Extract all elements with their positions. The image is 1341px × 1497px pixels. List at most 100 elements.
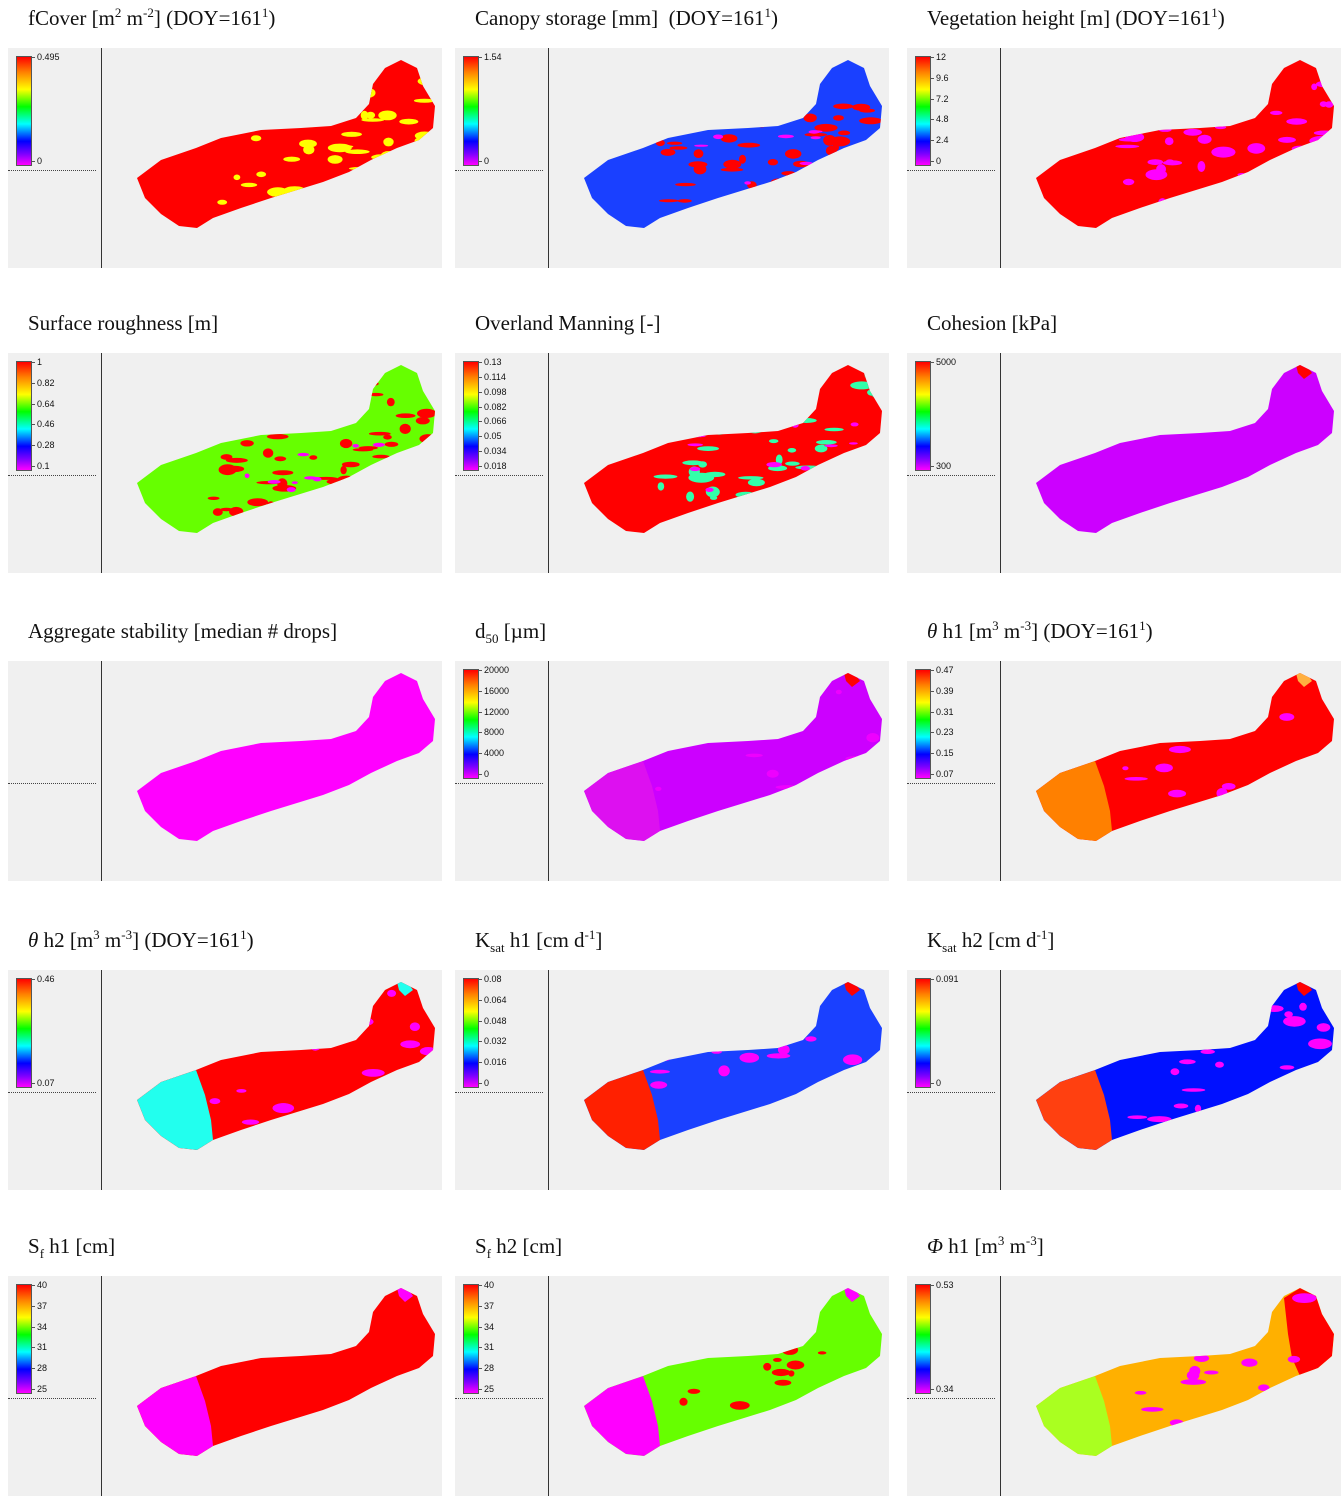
map-patch [650, 1081, 668, 1089]
legend-tick-label: 0.066 [478, 416, 507, 427]
map-patch [1125, 132, 1145, 142]
map-patch [1216, 788, 1228, 799]
map-patch [714, 384, 725, 395]
map-patch [720, 1011, 746, 1017]
map-patch [224, 465, 245, 473]
map-patch [785, 404, 793, 415]
map-patch [1186, 202, 1202, 213]
color-scale-bar [915, 361, 931, 471]
map-patch [833, 103, 854, 110]
map-patch [704, 471, 726, 478]
map-patch [339, 438, 353, 449]
map-patch [1312, 153, 1334, 162]
map-patch [663, 378, 669, 387]
map-patch [850, 381, 874, 390]
map-patch [804, 132, 827, 137]
catchment-area [1036, 1288, 1334, 1456]
map-patch [1202, 203, 1222, 211]
map-patch [373, 1089, 393, 1093]
map-view [8, 661, 442, 881]
west-zone [584, 761, 660, 841]
map-patch [1283, 1016, 1306, 1027]
catchment-map [137, 673, 435, 841]
map-patch [268, 78, 293, 84]
map-patch [230, 115, 247, 123]
legend: 0.495 0 [8, 48, 96, 171]
map-patch [1113, 736, 1130, 747]
legend: 20000 16000 12000 8000 4000 0 [455, 661, 543, 784]
map-patch [687, 1388, 701, 1394]
map-patch [399, 423, 411, 434]
map-patch [227, 381, 249, 386]
map-patch [1156, 164, 1166, 175]
legend-tick-label: 34 [477, 1321, 495, 1332]
map-patch [689, 81, 699, 89]
map-patch [272, 407, 283, 412]
map-patch [814, 444, 828, 453]
map-patch [1141, 1407, 1164, 1412]
map-patch [278, 72, 294, 82]
panel-title: Ksat h1 [cm d-1] [475, 927, 603, 956]
map-patch [419, 1047, 435, 1056]
map-patch [766, 1053, 791, 1059]
map-patch [814, 375, 824, 387]
map-patch [716, 707, 740, 717]
map-patch [791, 423, 799, 428]
map-patch [395, 469, 409, 476]
map-patch [325, 502, 347, 506]
panel-title: Vegetation height [m] (DOY=1611) [927, 5, 1225, 30]
map-patch [267, 480, 281, 484]
map-view: 1 0.82 0.64 0.46 0.28 0.1 [8, 353, 442, 573]
map-patch [821, 484, 830, 494]
panel-title: Overland Manning [-] [475, 311, 661, 335]
map-patch [1308, 1038, 1332, 1050]
map-patch [229, 506, 244, 517]
map-view: 0.13 0.114 0.098 0.082 0.066 0.05 0.034 0.018 [455, 353, 889, 573]
legend-tick-label: 0.28 [31, 440, 55, 451]
map-patch [1194, 1104, 1202, 1113]
legend-tick-label: 0.048 [478, 1015, 507, 1026]
map-patch [245, 384, 267, 390]
map-patch [293, 424, 315, 428]
map-patch [1152, 63, 1175, 75]
catchment-area [1036, 982, 1334, 1150]
map-patch [1134, 1390, 1147, 1395]
map-patch [710, 111, 718, 115]
map-patch [720, 697, 731, 706]
map-patch [843, 1054, 863, 1065]
legend: 5000 300 [907, 353, 995, 476]
legend-tick-label: 40 [30, 1280, 48, 1290]
map-patch [1181, 67, 1188, 76]
map-patch [1200, 190, 1212, 197]
legend-tick-label: 28 [477, 1363, 495, 1374]
map-patch [1284, 1011, 1293, 1018]
map-patch [777, 1044, 790, 1055]
map-patch [1313, 1087, 1322, 1092]
map-patch [269, 75, 279, 86]
map-patch [710, 385, 727, 396]
legend-tick-label: 0.064 [478, 994, 507, 1005]
map-patch [776, 377, 795, 387]
panel-divider [548, 970, 549, 1190]
map-patch [781, 171, 796, 176]
legend-tick-label: 9.6 [930, 72, 949, 83]
map-patch [1158, 85, 1180, 95]
map-patch [679, 1397, 688, 1406]
map-patch [1203, 94, 1229, 102]
map-patch [1324, 101, 1334, 108]
map-patch [417, 76, 435, 86]
map-patch [781, 87, 796, 95]
map-patch [266, 433, 289, 440]
map-patch [754, 399, 763, 406]
map-patch [1198, 723, 1220, 733]
legend-tick-label: 0 [477, 1078, 490, 1088]
map-patch [866, 781, 882, 788]
map-patch [1172, 684, 1183, 694]
map-patch [1270, 110, 1283, 115]
color-scale-bar [463, 669, 479, 779]
map-patch [247, 1030, 264, 1037]
map-patch [745, 423, 765, 434]
map-patch [738, 86, 755, 93]
map-patch [817, 1351, 827, 1355]
map-patch [302, 195, 321, 202]
